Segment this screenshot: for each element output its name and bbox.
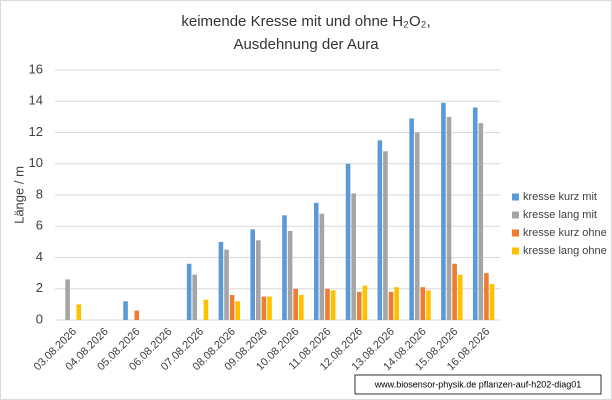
bar bbox=[134, 310, 140, 320]
y-tick-label: 12 bbox=[29, 124, 43, 139]
bar bbox=[203, 299, 209, 320]
bar bbox=[319, 213, 325, 320]
y-tick-label: 6 bbox=[36, 218, 43, 233]
legend-swatch bbox=[512, 193, 519, 201]
bar bbox=[383, 151, 388, 320]
bar bbox=[298, 295, 304, 320]
bar bbox=[123, 301, 128, 320]
bar bbox=[345, 163, 351, 320]
bar bbox=[313, 202, 319, 320]
bar bbox=[267, 296, 272, 320]
bar bbox=[446, 116, 452, 320]
bar bbox=[388, 291, 394, 320]
legend-label: kresse lang ohne bbox=[523, 245, 607, 257]
bar bbox=[325, 288, 330, 320]
bar bbox=[261, 296, 267, 320]
legend-label: kresse lang mit bbox=[523, 209, 597, 221]
legend-swatch bbox=[512, 229, 519, 237]
bar bbox=[351, 193, 356, 320]
bar bbox=[362, 285, 368, 320]
bar bbox=[394, 287, 399, 320]
bar bbox=[420, 287, 426, 320]
bar bbox=[235, 301, 241, 320]
legend-swatch bbox=[512, 247, 519, 255]
chart-title: Ausdehnung der Aura bbox=[233, 36, 379, 53]
y-tick-label: 8 bbox=[36, 186, 43, 201]
y-tick-label: 0 bbox=[36, 311, 43, 326]
bar bbox=[472, 107, 478, 320]
bar bbox=[377, 140, 383, 320]
bar bbox=[484, 273, 489, 320]
y-tick-label: 10 bbox=[29, 155, 43, 170]
bar bbox=[76, 304, 82, 320]
bar bbox=[478, 123, 484, 320]
legend-swatch bbox=[512, 211, 519, 219]
legend-label: kresse kurz mit bbox=[523, 191, 597, 203]
bar bbox=[229, 295, 235, 320]
bar bbox=[293, 288, 298, 320]
y-tick-label: 4 bbox=[36, 249, 43, 264]
annotation: www.biosensor-physik.de pflanzen-auf-h20… bbox=[374, 379, 582, 389]
bar bbox=[489, 284, 495, 320]
bar bbox=[287, 230, 293, 320]
y-tick-label: 14 bbox=[29, 93, 43, 108]
legend-label: kresse kurz ohne bbox=[523, 227, 607, 239]
y-axis-label: Länge / m bbox=[11, 166, 26, 224]
y-tick-label: 16 bbox=[29, 61, 43, 76]
bar bbox=[330, 290, 336, 320]
bar bbox=[414, 132, 420, 320]
bar bbox=[409, 118, 414, 320]
bar bbox=[250, 229, 256, 320]
bar bbox=[65, 279, 70, 320]
bar bbox=[192, 274, 198, 320]
bar bbox=[218, 241, 224, 320]
bar bbox=[282, 215, 287, 320]
bar bbox=[356, 291, 362, 320]
bar bbox=[457, 274, 463, 320]
bar bbox=[224, 249, 229, 320]
annotation-box bbox=[354, 374, 602, 395]
chart-title: keimende Kresse mit und ohne H₂O₂, bbox=[181, 13, 430, 30]
bar bbox=[186, 263, 192, 320]
bar bbox=[426, 290, 431, 320]
bar bbox=[256, 240, 261, 320]
bar bbox=[441, 102, 446, 320]
y-tick-label: 2 bbox=[36, 280, 43, 295]
bar bbox=[452, 263, 457, 320]
